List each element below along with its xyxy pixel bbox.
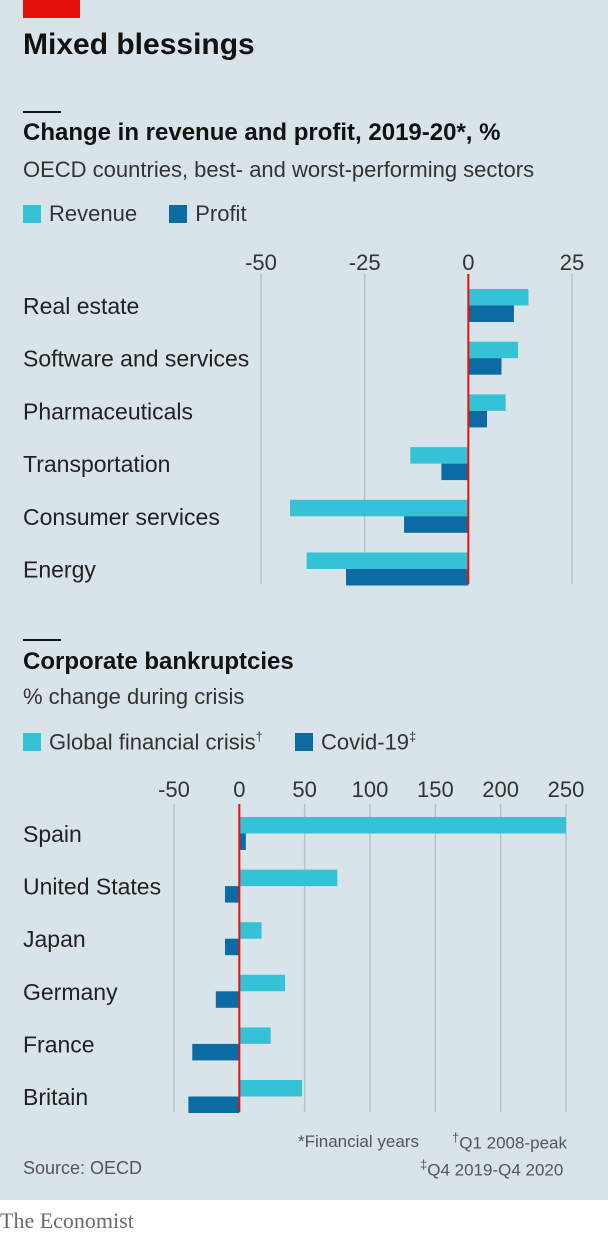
bar-revenue (410, 447, 469, 464)
bar-revenue (468, 341, 519, 359)
chart1-title: Change in revenue and profit, 2019-20*, … (23, 119, 501, 146)
category-label: Spain (23, 821, 82, 847)
bar-profit (404, 516, 469, 533)
legend-label-profit: Profit (195, 201, 247, 226)
footnote-dagger-mark: † (452, 1130, 460, 1145)
legend-item-covid: Covid-19‡ (295, 729, 416, 755)
bar-profit (468, 358, 502, 375)
chart2-rule (23, 639, 61, 641)
main-title: Mixed blessings (23, 28, 255, 61)
category-label: Japan (23, 926, 86, 952)
bar-profit (346, 569, 469, 586)
chart2-legend: Global financial crisis† Covid-19‡ (23, 729, 442, 755)
legend-swatch-revenue (23, 205, 41, 223)
chart1-legend: Revenue Profit (23, 201, 273, 227)
bar-covid-19 (192, 1043, 240, 1061)
legend-mark-covid: ‡ (409, 729, 417, 744)
economist-logo: The Economist (0, 1208, 134, 1233)
legend-swatch-gfc (23, 733, 41, 752)
footnote-ddagger-mark: ‡ (420, 1157, 428, 1172)
legend-item-profit: Profit (169, 201, 247, 227)
bar-profit (468, 305, 514, 322)
legend-item-gfc: Global financial crisis† (23, 729, 263, 755)
x-tick-label: 200 (482, 777, 519, 802)
bar-covid-19 (239, 833, 246, 850)
category-label: Britain (23, 1084, 88, 1110)
category-label: Real estate (23, 293, 139, 319)
category-label: United States (23, 874, 161, 900)
bar-global-financial-crisis (239, 922, 262, 939)
bar-covid-19 (188, 1096, 240, 1113)
chart1-plot: -50 -25 0 25 Real estate Software and service… (23, 250, 584, 586)
footnote-dagger-text: Q1 2008-peak (459, 1133, 567, 1153)
legend-label-gfc: Global financial crisis (49, 729, 256, 755)
bar-global-financial-crisis (239, 869, 338, 887)
bar-covid-19 (224, 886, 240, 903)
chart2-plot: -50 0 50 100 150 200 250 Spain United States Japa… (23, 777, 584, 1113)
footnote-dagger: †Q1 2008-peak (452, 1130, 567, 1154)
legend-swatch-profit (169, 205, 188, 223)
legend-item-revenue: Revenue (23, 201, 137, 227)
x-tick-label: 0 (462, 250, 474, 275)
bar-revenue (468, 289, 529, 306)
bar-profit (468, 410, 487, 428)
x-tick-label: -50 (158, 777, 190, 802)
chart2-subtitle: % change during crisis (23, 684, 245, 709)
footnote-ddagger-text: Q4 2019-Q4 2020 (427, 1160, 564, 1180)
bar-profit (441, 463, 469, 481)
bar-revenue (290, 499, 469, 517)
footnote-ddagger: ‡Q4 2019-Q4 2020 (420, 1157, 563, 1181)
bar-revenue (306, 552, 469, 569)
footnote-financial-years: *Financial years (298, 1132, 419, 1151)
chart-panel: Mixed blessings Change in revenue and pr… (0, 0, 608, 1200)
red-tag-logo (23, 0, 80, 18)
legend-mark-gfc: † (255, 729, 263, 744)
chart1-subtitle: OECD countries, best- and worst-performi… (23, 157, 535, 182)
x-tick-label: 50 (292, 777, 316, 802)
category-label: Energy (23, 557, 96, 583)
legend-label-covid: Covid-19 (321, 729, 410, 755)
bar-global-financial-crisis (239, 974, 286, 992)
x-tick-label: -50 (245, 250, 277, 275)
bar-covid-19 (224, 938, 240, 956)
x-tick-label: 150 (417, 777, 454, 802)
category-label: Transportation (23, 451, 170, 477)
category-label: France (23, 1031, 95, 1057)
chart2-title: Corporate bankruptcies (23, 648, 294, 675)
category-label: Pharmaceuticals (23, 398, 193, 424)
legend-swatch-covid (295, 733, 313, 752)
bar-global-financial-crisis (239, 817, 567, 834)
bar-covid-19 (215, 991, 240, 1008)
x-tick-label: 25 (560, 250, 584, 275)
category-label: Software and services (23, 346, 249, 372)
x-tick-label: -25 (349, 250, 381, 275)
x-tick-label: 100 (352, 777, 389, 802)
chart1-rule (23, 111, 61, 113)
category-label: Consumer services (23, 504, 220, 530)
legend-label-revenue: Revenue (49, 201, 138, 226)
bar-global-financial-crisis (239, 1027, 271, 1044)
x-tick-label: 250 (548, 777, 585, 802)
bar-revenue (468, 394, 506, 411)
source-note: Source: OECD (23, 1158, 143, 1178)
category-label: Germany (23, 979, 118, 1005)
x-tick-label: 0 (233, 777, 245, 802)
bar-global-financial-crisis (239, 1080, 303, 1097)
